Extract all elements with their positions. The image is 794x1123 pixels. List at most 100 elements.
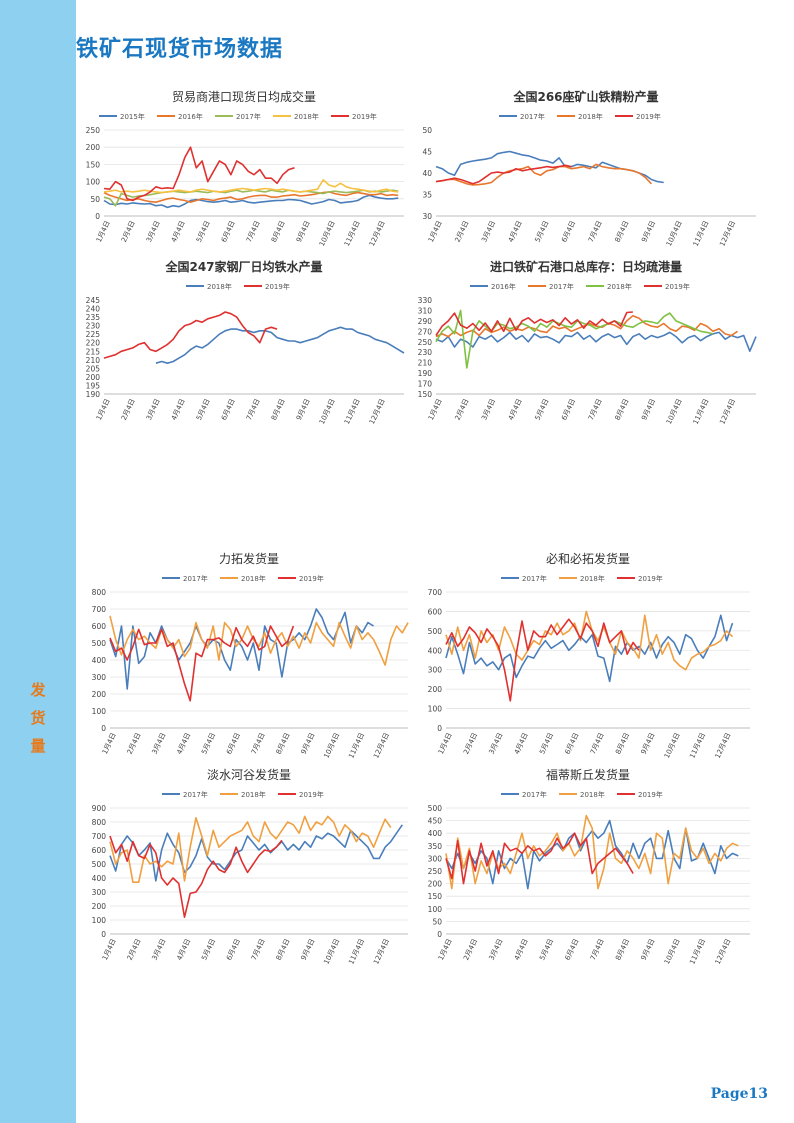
- y-tick-label: 40: [422, 169, 432, 178]
- y-tick-label: 200: [428, 685, 443, 694]
- y-tick-label: 100: [428, 705, 443, 714]
- legend-item: 2017年: [501, 790, 547, 799]
- x-tick-label: 12月4日: [368, 219, 387, 247]
- x-tick-label: 1月4日: [427, 397, 444, 421]
- x-tick-label: 1月4日: [427, 219, 444, 243]
- series-line: [109, 815, 392, 883]
- y-tick-label: 300: [92, 888, 107, 897]
- series-line: [445, 832, 634, 885]
- y-tick-label: 300: [428, 666, 443, 675]
- y-tick-label: 215: [86, 347, 101, 356]
- x-tick-label: 1月4日: [95, 397, 112, 421]
- y-tick-label: 400: [428, 646, 443, 655]
- legend-label: 2018年: [294, 112, 319, 121]
- x-tick-label: 10月4日: [322, 937, 341, 965]
- y-tick-label: 200: [92, 690, 107, 699]
- x-tick-label: 3月4日: [488, 731, 505, 755]
- y-tick-label: 200: [92, 902, 107, 911]
- x-tick-label: 2月4日: [120, 397, 137, 421]
- y-tick-label: 195: [86, 381, 101, 390]
- y-tick-label: 170: [418, 380, 433, 389]
- legend-label: 2018年: [578, 112, 603, 121]
- legend-item: 2019年: [278, 790, 324, 799]
- x-tick-label: 2月4日: [126, 731, 143, 755]
- chart-fmg: 福蒂斯丘发货量 2017年 2018年 2019年 0 50 100 150 200 250 300…: [428, 767, 750, 966]
- y-tick-label: 500: [428, 627, 443, 636]
- series-line: [109, 835, 283, 918]
- y-tick-label: 210: [86, 356, 101, 365]
- x-tick-label: 12月4日: [372, 731, 391, 759]
- series-line: [109, 824, 403, 882]
- x-tick-label: 4月4日: [513, 731, 530, 755]
- side-label-char-2: 货: [30, 709, 46, 727]
- x-tick-label: 7月4日: [589, 731, 606, 755]
- x-tick-label: 7月4日: [250, 937, 267, 961]
- legend-item: 2017年: [162, 790, 208, 799]
- legend-label: 2019年: [299, 790, 324, 799]
- x-tick-label: 5月4日: [538, 937, 555, 961]
- x-tick-label: 1月4日: [95, 219, 112, 243]
- y-tick-label: 235: [86, 313, 101, 322]
- y-tick-label: 500: [428, 804, 443, 813]
- chart-title: 必和必拓发货量: [546, 551, 630, 566]
- legend-item: 2017年: [501, 574, 547, 583]
- series-line: [435, 309, 714, 369]
- chart-title: 福蒂斯丘发货量: [546, 767, 630, 782]
- side-label-char-3: 量: [30, 737, 46, 755]
- x-tick-label: 6月4日: [220, 219, 237, 243]
- x-tick-label: 10月4日: [665, 219, 684, 247]
- y-tick-label: 240: [86, 305, 101, 314]
- legend-label: 2016年: [491, 282, 516, 291]
- y-tick-label: 800: [92, 818, 107, 827]
- y-tick-label: 200: [86, 373, 101, 382]
- x-tick-label: 12月4日: [714, 731, 733, 759]
- y-tick-label: 0: [101, 930, 106, 939]
- y-tick-label: 30: [422, 212, 432, 221]
- series-line: [445, 614, 734, 683]
- legend-label: 2017年: [549, 282, 574, 291]
- legend-label: 2018年: [580, 790, 605, 799]
- page-title: 铁矿石现货市场数据: [76, 37, 284, 62]
- y-tick-label: 200: [86, 143, 101, 152]
- y-tick-label: 50: [422, 126, 432, 135]
- chart-title: 全国247家钢厂日均铁水产量: [164, 259, 322, 274]
- y-tick-label: 270: [418, 327, 433, 336]
- y-tick-label: 230: [418, 348, 433, 357]
- y-tick-label: 300: [428, 854, 443, 863]
- chart-title: 全国266座矿山铁精粉产量: [512, 89, 658, 104]
- section-side-label: 发 货 量: [24, 676, 52, 760]
- x-tick-label: 11月4日: [688, 937, 707, 965]
- y-tick-label: 100: [92, 707, 107, 716]
- x-tick-label: 10月4日: [322, 731, 341, 759]
- legend-label: 2019年: [665, 282, 690, 291]
- y-tick-label: 150: [86, 160, 101, 169]
- legend-label: 2019年: [638, 574, 663, 583]
- legend-item: 2018年: [186, 282, 232, 291]
- series-line: [435, 331, 757, 352]
- legend-item: 2019年: [615, 112, 661, 121]
- x-tick-label: 2月4日: [462, 731, 479, 755]
- y-tick-label: 100: [428, 905, 443, 914]
- x-tick-label: 7月4日: [587, 219, 604, 243]
- x-tick-label: 4月4日: [170, 397, 187, 421]
- x-tick-label: 11月4日: [343, 397, 362, 425]
- legend-item: 2016年: [157, 112, 203, 121]
- x-tick-label: 7月4日: [245, 219, 262, 243]
- x-tick-label: 12月4日: [718, 397, 737, 425]
- x-tick-label: 4月4日: [170, 219, 187, 243]
- y-tick-label: 400: [428, 829, 443, 838]
- x-tick-label: 6月4日: [564, 937, 581, 961]
- x-tick-label: 9月4日: [640, 937, 657, 961]
- page-number: Page13: [710, 1086, 768, 1102]
- series-line: [435, 164, 572, 185]
- chart-panel-hot-metal-output: 全国247家钢厂日均铁水产量 2018年 2019年 190 195 200 205 210 2…: [78, 256, 410, 432]
- legend-item: 2019年: [278, 574, 324, 583]
- chart-panel-port-inventory: 进口铁矿石港口总库存：日均疏港量 2016年 2017年 2018年 2019年 150 1…: [410, 256, 762, 432]
- x-tick-label: 7月4日: [245, 397, 262, 421]
- x-tick-label: 5月4日: [195, 397, 212, 421]
- y-tick-label: 190: [418, 369, 433, 378]
- legend-label: 2017年: [236, 112, 261, 121]
- x-tick-label: 11月4日: [343, 219, 362, 247]
- x-tick-label: 6月4日: [225, 937, 242, 961]
